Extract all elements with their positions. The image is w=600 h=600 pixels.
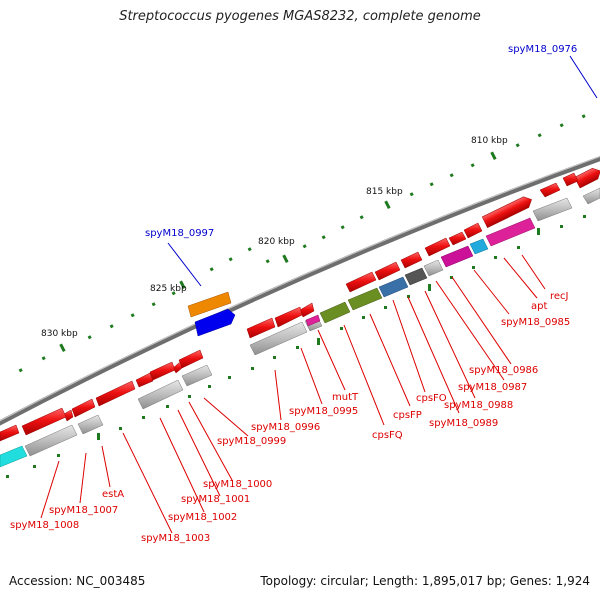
major-tick — [282, 254, 289, 264]
gene-forward — [246, 317, 276, 339]
forward-genes — [0, 167, 600, 442]
scale-label-830: 830 kbp — [41, 329, 78, 339]
major-tick — [490, 151, 497, 161]
gene-forward — [21, 407, 67, 436]
gene-label-mutT: mutT — [332, 392, 359, 403]
gene-label-0999: spyM18_0999 — [217, 436, 286, 447]
gene-reverse — [249, 321, 308, 356]
gene-label-estA: estA — [102, 489, 124, 500]
reverse-genes — [0, 187, 600, 468]
scale-label-820: 820 kbp — [258, 237, 295, 247]
scale-label-810: 810 kbp — [471, 136, 508, 146]
major-tick — [384, 200, 391, 210]
gene-label-1002: spyM18_1002 — [168, 512, 237, 523]
gene-label-apt: apt — [531, 301, 547, 312]
gene-label-0995: spyM18_0995 — [289, 406, 358, 417]
gene-label-0997: spyM18_0997 — [145, 228, 214, 239]
genome-backbone — [0, 155, 600, 426]
gene-forward — [149, 361, 176, 381]
gene-label-1001: spyM18_1001 — [181, 494, 250, 505]
gene-label-1008: spyM18_1008 — [10, 520, 79, 531]
scale-label-825: 825 kbp — [150, 284, 187, 294]
gene-forward — [574, 167, 600, 189]
gene-label-cpsFQ: cpsFQ — [372, 430, 403, 441]
gene-reverse — [77, 414, 104, 435]
gene-label-0988: spyM18_0988 — [444, 400, 513, 411]
gene-reverse — [378, 276, 409, 298]
gene-reverse — [24, 424, 78, 457]
gene-label-0976: spyM18_0976 — [508, 44, 577, 55]
gene-label-1003: spyM18_1003 — [141, 533, 210, 544]
gene-reverse — [423, 259, 444, 277]
gene-label-cpsFO: cpsFO — [416, 393, 447, 404]
gene-forward — [0, 424, 20, 442]
gene-reverse — [137, 379, 184, 410]
leader-lines — [40, 55, 598, 534]
gene-labels-red: recJ apt spyM18_0985 spyM18_0986 spyM18_… — [10, 291, 570, 544]
gene-label-0985: spyM18_0985 — [501, 317, 570, 328]
gene-forward — [95, 380, 136, 407]
genome-title: Streptococcus pyogenes MGAS8232, complet… — [119, 9, 481, 24]
gene-forward — [71, 398, 96, 418]
outer-tick-ring — [18, 114, 586, 373]
gene-forward — [274, 306, 303, 328]
gene-forward — [562, 172, 579, 187]
gene-reverse — [319, 301, 351, 324]
gene-reverse — [404, 267, 428, 286]
gene-reverse — [582, 187, 600, 205]
gene-label-0987: spyM18_0987 — [458, 382, 527, 393]
gene-forward — [345, 271, 377, 293]
gene-label-0996: spyM18_0996 — [251, 422, 320, 433]
gene-forward — [63, 409, 74, 422]
gene-label-recJ: recJ — [550, 291, 569, 302]
gene-label-0986: spyM18_0986 — [469, 365, 538, 376]
inner-tick-ring — [6, 215, 586, 478]
gene-forward — [135, 372, 154, 388]
feature-spyM18-0997[interactable] — [187, 291, 236, 337]
gene-reverse — [440, 245, 474, 268]
gene-label-1007: spyM18_1007 — [49, 505, 118, 516]
gene-forward — [539, 182, 561, 198]
gene-reverse — [305, 314, 321, 327]
scale-labels: 810 kbp 815 kbp 820 kbp 825 kbp 830 kbp — [41, 136, 508, 339]
gene-labels-blue: spyM18_0976 spyM18_0997 — [145, 44, 577, 239]
gene-label-cpsFP: cpsFP — [393, 410, 422, 421]
gene-forward — [448, 231, 467, 246]
gene-forward — [424, 237, 451, 257]
gene-reverse — [347, 287, 383, 311]
gene-reverse — [532, 197, 573, 222]
gene-reverse — [0, 445, 28, 468]
genome-summary-text: Topology: circular; Length: 1,895,017 bp… — [260, 574, 590, 588]
gene-reverse — [181, 364, 213, 387]
accession-text: Accession: NC_003485 — [9, 574, 146, 588]
gene-forward — [463, 222, 483, 239]
gene-forward — [178, 349, 204, 369]
major-tick — [179, 280, 186, 290]
gene-reverse — [469, 238, 489, 255]
major-tick — [59, 343, 66, 353]
gene-forward — [481, 196, 532, 229]
genome-backbone-highlight — [0, 156, 600, 422]
gene-reverse — [485, 217, 536, 247]
scale-label-815: 815 kbp — [366, 187, 403, 197]
gene-forward — [172, 361, 183, 374]
gene-label-1000: spyM18_1000 — [203, 479, 272, 490]
gene-forward — [400, 251, 423, 269]
gene-label-0989: spyM18_0989 — [429, 418, 498, 429]
gene-forward — [374, 261, 401, 281]
